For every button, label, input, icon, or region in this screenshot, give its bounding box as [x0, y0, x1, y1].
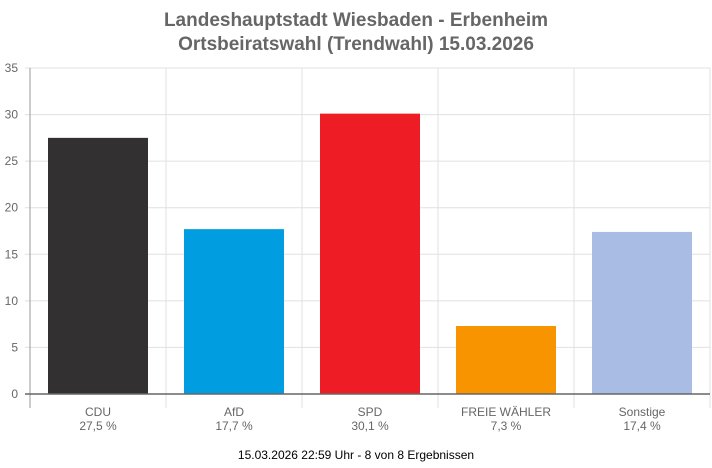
y-tick-label: 30	[5, 108, 19, 122]
y-tick-label: 0	[11, 387, 18, 401]
bar-sonstige	[592, 231, 692, 394]
bar-value-label: 17,4 %	[623, 419, 661, 433]
chart-title-line-2: Ortsbeiratswahl (Trendwahl) 15.03.2026	[178, 34, 534, 55]
y-tick-label: 25	[5, 154, 19, 168]
bar-afd	[184, 229, 284, 394]
y-tick-label: 10	[5, 294, 19, 308]
x-tick-label: SPD	[358, 405, 383, 419]
bar-spd	[320, 113, 420, 394]
bar-freie-wähler	[456, 326, 556, 394]
x-tick-label: AfD	[224, 405, 244, 419]
y-tick-label: 5	[11, 340, 18, 354]
x-tick-label: FREIE WÄHLER	[461, 405, 551, 419]
bar-cdu	[48, 137, 148, 394]
chart-footer: 15.03.2026 22:59 Uhr - 8 von 8 Ergebniss…	[237, 448, 475, 462]
bar-value-label: 30,1 %	[351, 419, 389, 433]
y-tick-label: 15	[5, 247, 19, 261]
x-tick-label: CDU	[85, 405, 111, 419]
chart-title-line-1: Landeshauptstadt Wiesbaden - Erbenheim	[163, 10, 549, 31]
bar-value-label: 7,3 %	[491, 419, 522, 433]
x-tick-label: Sonstige	[619, 405, 666, 419]
y-tick-label: 20	[5, 201, 19, 215]
bar-value-label: 17,7 %	[215, 419, 253, 433]
y-tick-label: 35	[5, 61, 19, 75]
bar-value-label: 27,5 %	[79, 419, 117, 433]
